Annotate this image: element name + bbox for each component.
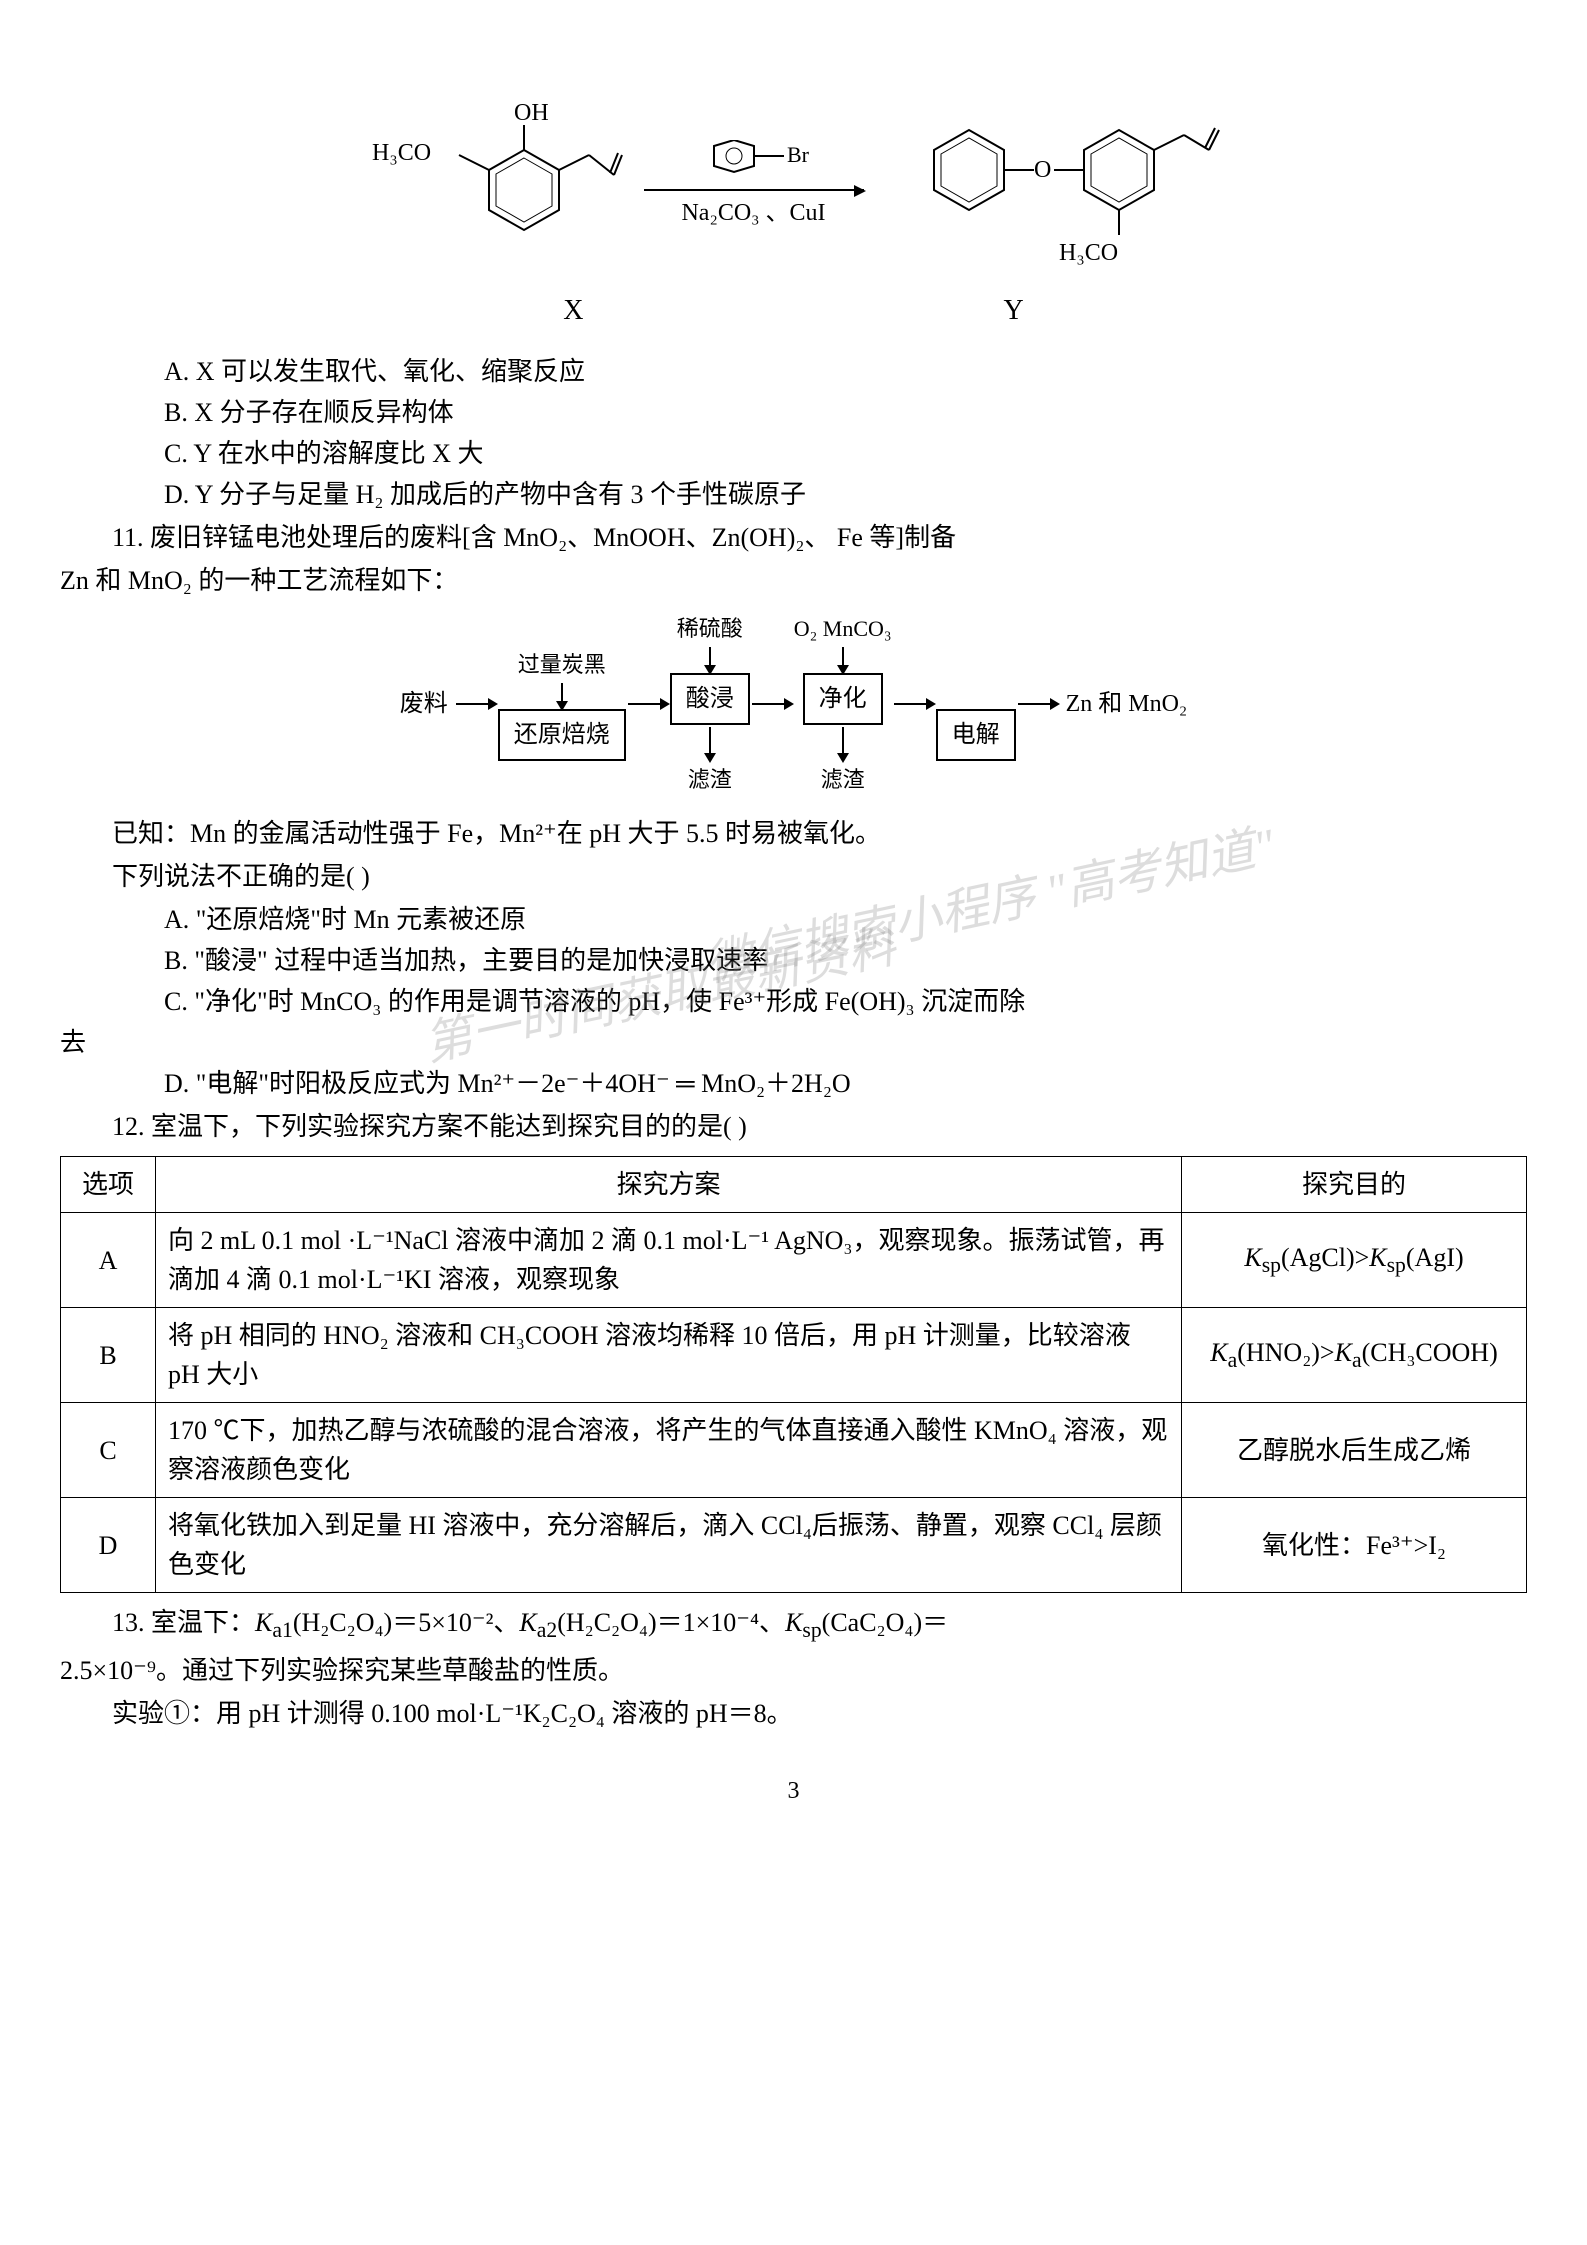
col-option: 选项 (61, 1157, 156, 1213)
flow-arrow-icon (894, 703, 934, 705)
q13-line2: 2.5×10⁻⁹。通过下列实验探究某些草酸盐的性质。 (60, 1651, 1527, 1690)
q12-stem: 12. 室温下，下列实验探究方案不能达到探究目的的是( ) (60, 1107, 1527, 1146)
molecule-x: OH H₃CO (364, 100, 624, 270)
table-header-row: 选项 探究方案 探究目的 (61, 1157, 1527, 1213)
flow-top3: O₂ MnCO₃ (794, 612, 892, 645)
svg-text:Br: Br (787, 142, 810, 167)
row-a-plan: 向 2 mL 0.1 mol ·L⁻¹NaCl 溶液中滴加 2 滴 0.1 mo… (156, 1213, 1182, 1308)
col-goal: 探究目的 (1182, 1157, 1527, 1213)
table-row: B 将 pH 相同的 HNO₂ 溶液和 CH₃COOH 溶液均稀释 10 倍后，… (61, 1308, 1527, 1403)
molecule-y: O H₃CO (884, 90, 1224, 280)
q12-table: 选项 探究方案 探究目的 A 向 2 mL 0.1 mol ·L⁻¹NaCl 溶… (60, 1156, 1527, 1593)
q11-opt-d: D. "电解"时阳极反应式为 Mn²⁺－2e⁻＋4OH⁻ ═ MnO₂＋2H₂O (60, 1064, 1527, 1103)
q11-opt-a: A. "还原焙烧"时 Mn 元素被还原 (60, 900, 1527, 939)
flow-step-3: O₂ MnCO₃ 净化 滤渣 (794, 612, 892, 796)
flow-node-3: 净化 (803, 673, 883, 725)
flow-node-4: 电解 (936, 709, 1016, 761)
row-a-opt: A (61, 1213, 156, 1308)
page-number: 3 (60, 1773, 1527, 1809)
label-y: Y (1004, 290, 1024, 332)
flow-bot3: 滤渣 (821, 763, 865, 796)
svg-text:O: O (1034, 157, 1051, 183)
flow-node-1: 还原焙烧 (498, 709, 626, 761)
table-row: C 170 ℃下，加热乙醇与浓硫酸的混合溶液，将产生的气体直接通入酸性 KMnO… (61, 1403, 1527, 1498)
q11-opt-c-tail: 去 (60, 1023, 1527, 1062)
x-och3-label: H₃CO (372, 140, 431, 166)
flow-step-1: 过量炭黑 还原焙烧 (498, 648, 626, 761)
flow-step-2: 稀硫酸 酸浸 滤渣 (670, 612, 750, 796)
q11-ask: 下列说法不正确的是( ) (60, 857, 1527, 896)
arrow-top-reagent: Br (644, 140, 864, 185)
reaction-arrow: Br Na₂CO₃ 、CuI (644, 140, 864, 231)
q10-opt-b: B. X 分子存在顺反异构体 (60, 393, 1527, 432)
q11-known: 已知：Mn 的金属活动性强于 Fe，Mn²⁺在 pH 大于 5.5 时易被氧化。 (60, 814, 1527, 853)
flow-arrow-icon (628, 703, 668, 705)
q11-opt-b: B. "酸浸" 过程中适当加热，主要目的是加快浸取速率 (60, 941, 1527, 980)
flow-down-arrow-icon (842, 727, 844, 761)
q11-stem-2: Zn 和 MnO₂ 的一种工艺流程如下： (60, 561, 1527, 600)
flow-arrow-icon (456, 703, 496, 705)
col-plan: 探究方案 (156, 1157, 1182, 1213)
arrow-bottom-reagent: Na₂CO₃ 、CuI (644, 195, 864, 231)
flow-input: 废料 (394, 686, 454, 722)
flow-top2: 稀硫酸 (677, 612, 743, 645)
q11-opt-c: C. "净化"时 MnCO₃ 的作用是调节溶液的 pH，使 Fe³⁺形成 Fe(… (60, 982, 1527, 1021)
q10-opt-d: D. Y 分子与足量 H₂ 加成后的产物中含有 3 个手性碳原子 (60, 475, 1527, 514)
y-och3-label: H₃CO (1059, 240, 1118, 266)
table-row: D 将氧化铁加入到足量 HI 溶液中，充分溶解后，滴入 CCl₄后振荡、静置，观… (61, 1498, 1527, 1593)
label-x: X (563, 290, 583, 332)
flow-top1: 过量炭黑 (518, 648, 606, 681)
row-c-plan: 170 ℃下，加热乙醇与浓硫酸的混合溶液，将产生的气体直接通入酸性 KMnO₄ … (156, 1403, 1182, 1498)
q13-line3: 实验①：用 pH 计测得 0.100 mol·L⁻¹K₂C₂O₄ 溶液的 pH＝… (60, 1694, 1527, 1733)
q10-opt-c: C. Y 在水中的溶解度比 X 大 (60, 434, 1527, 473)
flow-output: Zn 和 MnO₂ (1060, 686, 1194, 722)
row-a-goal: Ksp(AgCl)>Ksp(AgI) (1182, 1213, 1527, 1308)
flow-down-arrow-icon (709, 727, 711, 761)
xy-labels: X Y (60, 290, 1527, 332)
process-flow: 废料 过量炭黑 还原焙烧 稀硫酸 酸浸 滤渣 O₂ MnCO₃ 净化 滤渣 x … (60, 612, 1527, 796)
row-b-opt: B (61, 1308, 156, 1403)
row-d-plan: 将氧化铁加入到足量 HI 溶液中，充分溶解后，滴入 CCl₄后振荡、静置，观察 … (156, 1498, 1182, 1593)
flow-arrow-icon (752, 703, 792, 705)
row-b-goal: Ka(HNO₂)>Ka(CH₃COOH) (1182, 1308, 1527, 1403)
flow-node-2: 酸浸 (670, 673, 750, 725)
q10-opt-a: A. X 可以发生取代、氧化、缩聚反应 (60, 352, 1527, 391)
row-b-plan: 将 pH 相同的 HNO₂ 溶液和 CH₃COOH 溶液均稀释 10 倍后，用 … (156, 1308, 1182, 1403)
reaction-scheme: OH H₃CO Br Na₂CO₃ 、CuI (60, 90, 1527, 280)
row-d-goal: 氧化性：Fe³⁺>I₂ (1182, 1498, 1527, 1593)
row-c-goal: 乙醇脱水后生成乙烯 (1182, 1403, 1527, 1498)
q13-line1: 13. 室温下：Ka1(H₂C₂O₄)＝5×10⁻²、Ka2(H₂C₂O₄)＝1… (60, 1603, 1527, 1647)
row-c-opt: C (61, 1403, 156, 1498)
flow-bot2: 滤渣 (688, 763, 732, 796)
row-d-opt: D (61, 1498, 156, 1593)
x-oh-label: OH (514, 100, 549, 126)
table-row: A 向 2 mL 0.1 mol ·L⁻¹NaCl 溶液中滴加 2 滴 0.1 … (61, 1213, 1527, 1308)
flow-step-4: x 电解 (936, 648, 1016, 761)
q11-stem-1: 11. 废旧锌锰电池处理后的废料[含 MnO₂、MnOOH、Zn(OH)₂、 F… (60, 518, 1527, 557)
flow-arrow-icon (1018, 703, 1058, 705)
